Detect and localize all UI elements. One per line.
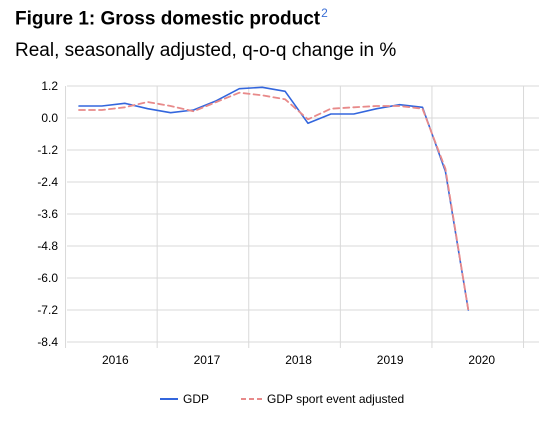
y-tick-label: -1.2 — [37, 143, 58, 157]
series-line-gdp-sport-adjusted — [78, 91, 470, 311]
series-line-gdp — [78, 86, 470, 311]
y-tick-label: -8.4 — [37, 335, 58, 349]
x-tick-label: 2016 — [102, 353, 129, 367]
legend-label: GDP — [183, 392, 209, 406]
y-tick-label: -2.4 — [37, 175, 58, 189]
y-tick-label: -4.8 — [37, 239, 58, 253]
y-tick-label: -3.6 — [37, 207, 58, 221]
x-tick-label: 2018 — [285, 353, 312, 367]
y-tick-label: 1.2 — [41, 79, 58, 93]
y-tick-label: 0.0 — [41, 111, 58, 125]
x-tick-label: 2019 — [377, 353, 404, 367]
x-tick-label: 2017 — [194, 353, 221, 367]
legend-label: GDP sport event adjusted — [267, 392, 404, 406]
y-tick-label: -6.0 — [37, 271, 58, 285]
footnote-marker: 2 — [321, 6, 328, 20]
grid — [65, 85, 539, 348]
x-axis-labels: 2016 2017 2018 2019 2020 — [102, 353, 495, 367]
y-axis-labels: 1.2 0.0 -1.2 -2.4 -3.6 -4.8 -6.0 -7.2 -8.4 — [37, 79, 58, 349]
x-tick-label: 2020 — [468, 353, 495, 367]
chart-subtitle: Real, seasonally adjusted, q-o-q change … — [15, 40, 397, 61]
series-lines — [78, 86, 470, 311]
chart-title: Figure 1: Gross domestic product2 — [15, 6, 328, 30]
legend: GDP GDP sport event adjusted — [160, 392, 404, 406]
y-tick-label: -7.2 — [37, 303, 58, 317]
